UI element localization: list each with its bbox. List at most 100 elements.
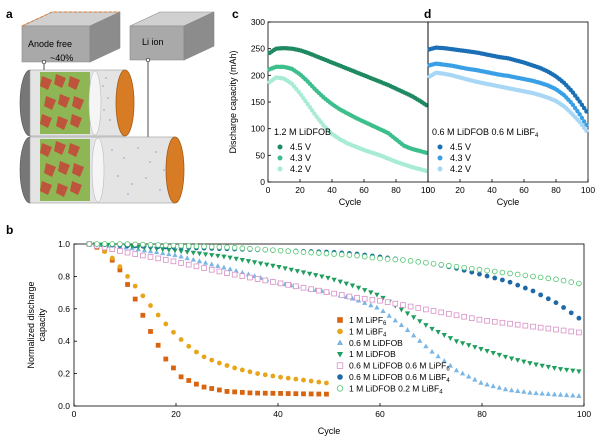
b-point (538, 292, 544, 298)
b-point (400, 257, 406, 263)
b-point (270, 373, 276, 379)
b-point (380, 295, 386, 301)
b-point (190, 256, 196, 262)
b-point (508, 387, 515, 393)
b-point (147, 242, 154, 248)
b-point (171, 329, 176, 335)
b-point (102, 249, 107, 254)
b-point (155, 255, 161, 262)
c-point (424, 168, 429, 174)
b-point (301, 391, 306, 397)
b-point (423, 323, 429, 328)
b-series-3 (86, 242, 582, 375)
b-point (172, 248, 178, 254)
b-point (224, 244, 230, 251)
b-point (193, 263, 200, 270)
b-point (325, 275, 331, 281)
b-point (514, 321, 521, 328)
b-point (447, 362, 454, 368)
d-point (581, 119, 587, 124)
b-point (515, 282, 521, 288)
c-ytick-label: 0 (260, 177, 265, 187)
d-point (577, 112, 582, 117)
d-point (577, 99, 582, 104)
b-point (215, 253, 221, 259)
chart-c-ylabel: Discharge capacity (mAh) (228, 50, 238, 153)
chart-b-frame (73, 243, 585, 407)
d-legend-marker (437, 144, 443, 150)
c-xtick-label: 20 (295, 185, 305, 195)
cell-cylinder-top (19, 69, 135, 137)
b-xtick-label: 0 (72, 409, 77, 419)
b-point (368, 302, 374, 308)
b-point (163, 321, 169, 327)
b-point (484, 273, 490, 279)
d-legend-label: 4.3 V (450, 153, 471, 163)
b-point (300, 270, 307, 276)
c-ytick-label: 250 (251, 44, 265, 54)
b-point (576, 329, 582, 336)
li-ion-slab (129, 11, 215, 61)
b-point (101, 241, 108, 247)
b-legend-marker (337, 317, 343, 323)
b-legend-label: 0.6 M LiDFOB (349, 338, 403, 348)
b-point (570, 368, 576, 374)
b-point (551, 391, 558, 397)
c-xtick-label: 100 (421, 185, 435, 195)
b-point (323, 289, 330, 295)
c-point (305, 102, 310, 107)
b-point (429, 326, 435, 332)
b-point (430, 308, 437, 314)
b-point (392, 300, 399, 307)
b-point (570, 392, 576, 398)
b-point (247, 390, 253, 396)
b-legend-marker (336, 385, 344, 392)
b-point (453, 263, 460, 270)
b-ytick-label: 0.2 (58, 369, 70, 379)
b-point (209, 253, 215, 258)
b-point (163, 242, 169, 249)
b-point (178, 253, 184, 259)
d-legend-label: 4.5 V (450, 142, 471, 152)
b-point (411, 315, 417, 321)
b-point (316, 391, 322, 397)
b-point (194, 381, 199, 387)
b-point (140, 293, 146, 299)
b-point (331, 277, 337, 283)
b-point (429, 348, 435, 354)
b-point (262, 390, 268, 396)
b-series-0 (86, 241, 329, 397)
b-legend-marker (337, 328, 343, 335)
b-point (170, 242, 177, 249)
b-point (407, 258, 414, 264)
b-point (194, 349, 199, 355)
b-point (368, 290, 374, 296)
b-point (435, 329, 441, 335)
b-point (545, 391, 551, 396)
li-ion-label: Li ion (142, 37, 164, 47)
b-point (233, 268, 239, 273)
b-point (496, 352, 502, 358)
c-point (307, 105, 313, 110)
b-point (232, 389, 238, 395)
b-point (186, 343, 192, 349)
b-point (568, 310, 574, 316)
b-point (221, 254, 227, 260)
b-point (411, 332, 417, 338)
c-point (301, 95, 306, 101)
b-point (224, 389, 230, 394)
b-point (490, 383, 496, 389)
b-point (491, 268, 498, 275)
b-legend-label: 1 M LiDFOB 0.2 M LiBF4 (349, 383, 443, 395)
b-point (384, 256, 391, 262)
schematic-panel: Anode free ~40% Li ion (19, 11, 215, 204)
b-point (324, 380, 329, 386)
b-point (490, 350, 496, 356)
b-point (178, 242, 184, 249)
c-xtick-label: 60 (359, 185, 369, 195)
b-point (522, 285, 528, 291)
b-point (140, 241, 146, 248)
b-point (185, 261, 192, 268)
b-point (278, 374, 283, 380)
b-point (125, 282, 130, 287)
